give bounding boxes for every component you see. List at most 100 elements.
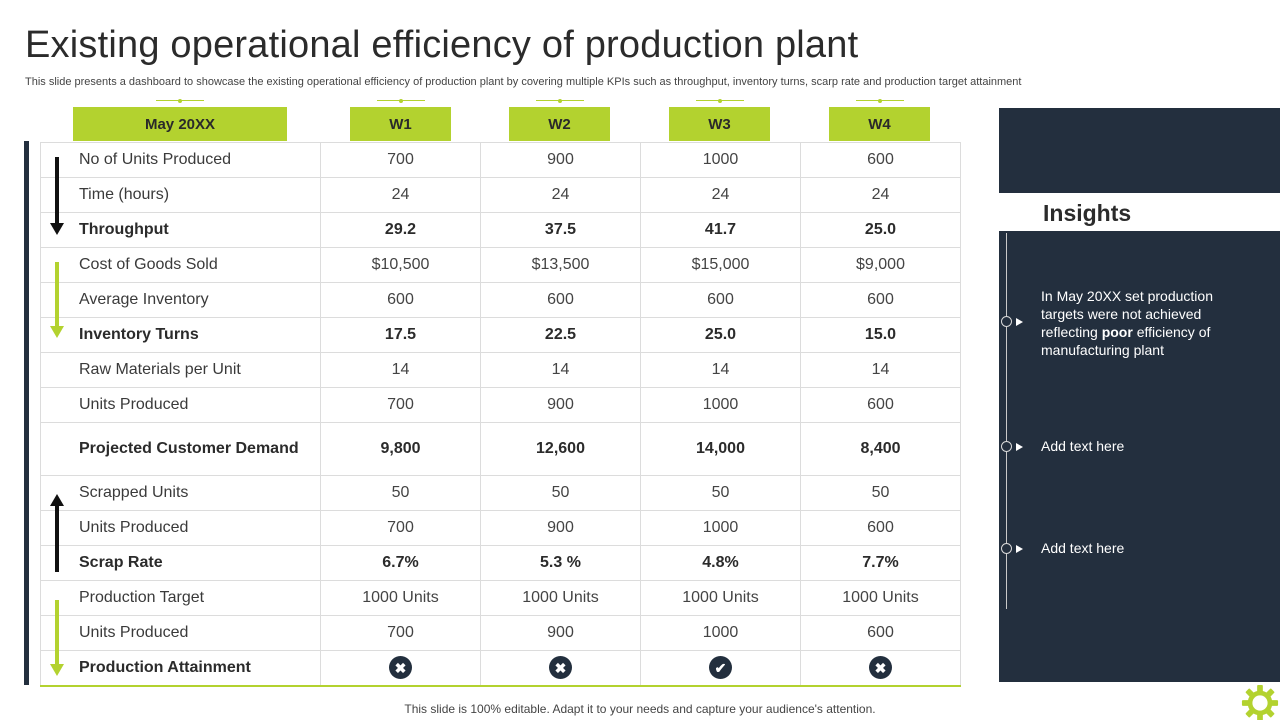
table-cell: 900	[480, 615, 641, 651]
table-cell: 600	[800, 142, 961, 178]
row-label: Throughput	[40, 212, 321, 248]
table-row: Throughput 29.2 37.5 41.7 25.0	[40, 212, 961, 248]
row-label: Units Produced	[40, 387, 321, 423]
column-header-w3: W3	[669, 99, 770, 141]
row-label: Raw Materials per Unit	[40, 352, 321, 388]
play-icon	[1016, 545, 1023, 553]
table-cell: 700	[320, 510, 481, 546]
insights-panel	[999, 231, 1280, 682]
x-circle-icon: ✖	[549, 656, 572, 680]
insight-marker-2	[1001, 441, 1012, 452]
table-cell: 5.3 %	[480, 545, 641, 581]
table-cell: 700	[320, 615, 481, 651]
table-cell: $10,500	[320, 247, 481, 283]
table-cell: 14	[640, 352, 801, 388]
table-cell: 600	[800, 387, 961, 423]
table-cell: 600	[320, 282, 481, 318]
table-row: Projected Customer Demand 9,800 12,600 14,0…	[40, 422, 961, 476]
table-cell: $13,500	[480, 247, 641, 283]
gear-icon	[1241, 684, 1279, 720]
table-cell: 17.5	[320, 317, 481, 353]
table-cell: 600	[800, 282, 961, 318]
page-title: Existing operational efficiency of produ…	[25, 24, 859, 66]
row-label: Units Produced	[40, 615, 321, 651]
table-row: Scrapped Units 50 50 50 50	[40, 475, 961, 511]
check-circle-icon: ✔	[709, 656, 732, 680]
insights-timeline-line	[1006, 233, 1007, 609]
insights-title: Insights	[1043, 200, 1132, 226]
table-cell: 8,400	[800, 422, 961, 476]
page-subtitle: This slide presents a dashboard to showc…	[25, 76, 1022, 88]
table-cell: 25.0	[800, 212, 961, 248]
table-cell: 12,600	[480, 422, 641, 476]
table-cell: 50	[800, 475, 961, 511]
table-cell: 50	[640, 475, 801, 511]
table-cell: 22.5	[480, 317, 641, 353]
table-row: No of Units Produced 700 900 1000 600	[40, 142, 961, 178]
row-label: Cost of Goods Sold	[40, 247, 321, 283]
table-cell: 41.7	[640, 212, 801, 248]
throughput-down-arrow-icon	[50, 157, 64, 235]
table-cell: 1000 Units	[800, 580, 961, 616]
table-row: Units Produced 700 900 1000 600	[40, 615, 961, 651]
table-cell: 24	[640, 177, 801, 213]
table-row: Units Produced 700 900 1000 600	[40, 387, 961, 423]
insight-text-1: In May 20XX set production targets were …	[1041, 288, 1213, 358]
table-cell: 37.5	[480, 212, 641, 248]
play-icon	[1016, 318, 1023, 326]
column-header-w1: W1	[350, 99, 451, 141]
table-row: Average Inventory 600 600 600 600	[40, 282, 961, 318]
table-row: Raw Materials per Unit 14 14 14 14	[40, 352, 961, 388]
table-row: Time (hours) 24 24 24 24	[40, 177, 961, 213]
table-row: Production Target 1000 Units 1000 Units 100…	[40, 580, 961, 616]
insight-text-2: Add text here	[1041, 438, 1125, 454]
insight-text-3: Add text here	[1041, 540, 1125, 556]
play-icon	[1016, 443, 1023, 451]
table-cell: 900	[480, 142, 641, 178]
table-cell: 1000 Units	[480, 580, 641, 616]
table-cell: 6.7%	[320, 545, 481, 581]
row-label: Scrapped Units	[40, 475, 321, 511]
table-row: Production Attainment ✖ ✖ ✔ ✖	[40, 650, 961, 687]
x-circle-icon: ✖	[389, 656, 412, 680]
table-cell: 14	[480, 352, 641, 388]
table-cell: 24	[480, 177, 641, 213]
table-cell: 24	[320, 177, 481, 213]
insight-marker-3	[1001, 543, 1012, 554]
row-label: Average Inventory	[40, 282, 321, 318]
insight-marker-1	[1001, 316, 1012, 327]
table-row: Scrap Rate 6.7% 5.3 % 4.8% 7.7%	[40, 545, 961, 581]
table-cell: 4.8%	[640, 545, 801, 581]
table-cell: 14,000	[640, 422, 801, 476]
table-cell: $9,000	[800, 247, 961, 283]
column-header-w4: W4	[829, 99, 930, 141]
table-cell: 24	[800, 177, 961, 213]
table-row: Cost of Goods Sold $10,500 $13,500 $15,000 $…	[40, 247, 961, 283]
table-row: Inventory Turns 17.5 22.5 25.0 15.0	[40, 317, 961, 353]
table-cell: 600	[800, 510, 961, 546]
table-cell: 900	[480, 387, 641, 423]
table-cell: 1000	[640, 510, 801, 546]
status-cell: ✔	[640, 650, 801, 687]
row-label: Production Target	[40, 580, 321, 616]
table-cell: 14	[320, 352, 481, 388]
table-cell: 29.2	[320, 212, 481, 248]
column-header-w2: W2	[509, 99, 610, 141]
insights-panel-top	[999, 108, 1280, 193]
table-cell: 700	[320, 387, 481, 423]
row-label: No of Units Produced	[40, 142, 321, 178]
status-cell: ✖	[320, 650, 481, 687]
table-cell: 600	[640, 282, 801, 318]
row-label: Scrap Rate	[40, 545, 321, 581]
left-accent-bar	[24, 141, 29, 685]
table-cell: 600	[480, 282, 641, 318]
row-label: Production Attainment	[40, 650, 321, 687]
table-cell: 1000	[640, 387, 801, 423]
table-cell: 1000	[640, 615, 801, 651]
row-label: Projected Customer Demand	[40, 422, 321, 476]
status-cell: ✖	[480, 650, 641, 687]
table-cell: 1000 Units	[640, 580, 801, 616]
table-cell: 9,800	[320, 422, 481, 476]
kpi-table: No of Units Produced 700 900 1000 600 Time (h…	[40, 142, 961, 687]
status-cell: ✖	[800, 650, 961, 687]
